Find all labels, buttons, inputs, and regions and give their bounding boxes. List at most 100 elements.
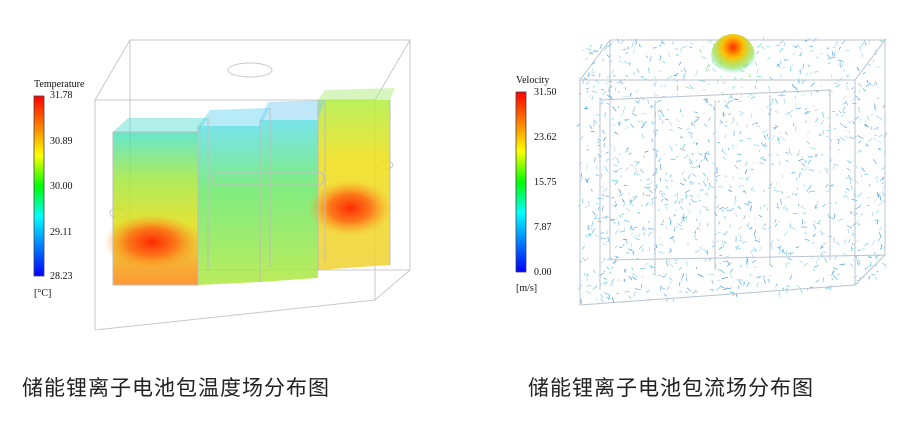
velocity-vector xyxy=(793,171,796,175)
velocity-vector xyxy=(806,131,811,135)
velocity-vector xyxy=(763,135,766,139)
velocity-vector xyxy=(658,117,662,121)
velocity-vector xyxy=(628,295,632,299)
velocity-vector xyxy=(653,83,656,87)
velocity-vector xyxy=(745,262,748,266)
velocity-vector xyxy=(729,268,734,274)
velocity-vector xyxy=(743,190,747,194)
velocity-vector xyxy=(680,198,684,204)
velocity-vector xyxy=(857,223,861,226)
velocity-vector xyxy=(798,44,801,49)
velocity-vector xyxy=(659,109,663,113)
velocity-vector xyxy=(640,119,645,125)
velocity-vector xyxy=(812,104,815,107)
velocity-vector xyxy=(865,83,871,87)
velocity-vector xyxy=(617,279,621,282)
velocity-vector xyxy=(740,265,742,268)
velocity-vector xyxy=(695,70,698,77)
velocity-vector xyxy=(671,148,673,152)
velocity-vector xyxy=(707,187,710,191)
velocity-vector xyxy=(632,276,637,281)
velocity-vector xyxy=(619,193,623,197)
velocity-vector xyxy=(707,138,710,144)
velocity-vector xyxy=(626,251,629,254)
velocity-vector xyxy=(615,87,617,92)
velocity-vector xyxy=(601,129,606,134)
velocity-vector xyxy=(711,245,715,248)
velocity-vector xyxy=(663,84,666,88)
velocity-vector xyxy=(804,110,811,115)
velocity-vector xyxy=(635,89,640,93)
velocity-vector xyxy=(669,144,673,151)
velocity-vector xyxy=(581,245,585,250)
velocity-vector xyxy=(851,87,854,90)
velocity-vector xyxy=(638,43,641,48)
velocity-vector xyxy=(845,239,848,242)
velocity-vector xyxy=(723,206,729,210)
velocity-vector xyxy=(824,167,828,171)
velocity-vector xyxy=(663,273,667,279)
velocity-vector xyxy=(789,274,793,280)
velocity-vector xyxy=(617,221,620,226)
velocity-vector xyxy=(622,48,627,51)
velocity-vector xyxy=(647,228,654,230)
velocity-vector xyxy=(838,110,842,114)
velocity-vector xyxy=(763,278,766,285)
velocity-vector xyxy=(729,224,731,228)
velocity-vector xyxy=(718,221,720,225)
velocity-vector xyxy=(820,120,825,125)
velocity-vector xyxy=(855,165,858,168)
velocity-vector xyxy=(777,94,783,97)
velocity-vector xyxy=(659,274,665,278)
velocity-vector xyxy=(759,162,764,164)
velocity-vector xyxy=(694,289,699,294)
velocity-vector xyxy=(737,233,740,237)
velocity-vector xyxy=(600,260,605,264)
velocity-vector xyxy=(743,282,746,286)
velocity-vector xyxy=(831,270,834,276)
velocity-vector xyxy=(774,110,779,113)
velocity-vector xyxy=(638,288,641,291)
velocity-vector xyxy=(655,244,657,248)
velocity-vector xyxy=(642,192,645,196)
velocity-vector xyxy=(855,206,861,210)
velocity-vector xyxy=(864,123,868,127)
velocity-vector xyxy=(658,157,662,163)
velocity-vector xyxy=(646,178,651,181)
velocity-vector xyxy=(650,265,653,270)
velocity-vector xyxy=(779,47,784,53)
velocity-vector xyxy=(618,214,622,218)
velocity-vector xyxy=(628,152,632,155)
velocity-vector xyxy=(632,106,636,113)
velocity-vector xyxy=(602,136,607,142)
velocity-vector xyxy=(657,209,660,212)
velocity-vector xyxy=(801,79,804,85)
velocity-vector xyxy=(701,56,707,59)
velocity-vector xyxy=(620,175,623,178)
velocity-vector xyxy=(728,94,732,99)
velocity-vector xyxy=(878,227,882,232)
velocity-vector xyxy=(600,237,603,240)
velocity-vector xyxy=(635,276,639,278)
velocity-vector xyxy=(796,177,798,182)
velocity-vector xyxy=(728,190,733,192)
velocity-vector xyxy=(724,125,728,127)
velocity-vector xyxy=(845,74,849,78)
velocity-vector xyxy=(618,168,623,170)
velocity-vector xyxy=(880,244,883,250)
velocity-vector xyxy=(665,185,668,190)
velocity-vector xyxy=(685,290,688,294)
velocity-vector xyxy=(679,282,681,286)
velocity-vector xyxy=(592,62,596,65)
velocity-vector xyxy=(673,214,676,217)
velocity-vector xyxy=(689,158,693,164)
velocity-vector xyxy=(754,144,760,147)
velocity-vector xyxy=(790,226,796,231)
velocity-vector xyxy=(760,142,765,147)
velocity-vector xyxy=(585,273,590,276)
velocity-vector xyxy=(876,192,880,198)
velocity-vector xyxy=(750,96,756,99)
velocity-vector xyxy=(662,60,666,64)
velocity-vector xyxy=(630,123,634,129)
velocity-vector xyxy=(741,241,747,244)
